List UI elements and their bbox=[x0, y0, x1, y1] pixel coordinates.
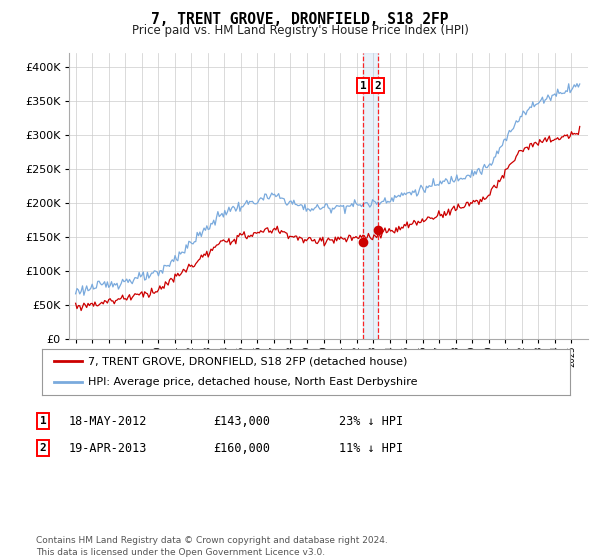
Text: 18-MAY-2012: 18-MAY-2012 bbox=[69, 414, 148, 428]
Text: 7, TRENT GROVE, DRONFIELD, S18 2FP: 7, TRENT GROVE, DRONFIELD, S18 2FP bbox=[151, 12, 449, 27]
Text: 1: 1 bbox=[40, 416, 47, 426]
Text: 2: 2 bbox=[40, 443, 47, 453]
Text: 19-APR-2013: 19-APR-2013 bbox=[69, 441, 148, 455]
Text: £160,000: £160,000 bbox=[213, 441, 270, 455]
Text: 1: 1 bbox=[359, 81, 366, 91]
Text: 23% ↓ HPI: 23% ↓ HPI bbox=[339, 414, 403, 428]
Text: 11% ↓ HPI: 11% ↓ HPI bbox=[339, 441, 403, 455]
Text: 2: 2 bbox=[375, 81, 382, 91]
Text: Contains HM Land Registry data © Crown copyright and database right 2024.
This d: Contains HM Land Registry data © Crown c… bbox=[36, 536, 388, 557]
Bar bbox=[363, 53, 378, 339]
Text: Price paid vs. HM Land Registry's House Price Index (HPI): Price paid vs. HM Land Registry's House … bbox=[131, 24, 469, 36]
Text: £143,000: £143,000 bbox=[213, 414, 270, 428]
Text: HPI: Average price, detached house, North East Derbyshire: HPI: Average price, detached house, Nort… bbox=[88, 377, 418, 388]
Text: 7, TRENT GROVE, DRONFIELD, S18 2FP (detached house): 7, TRENT GROVE, DRONFIELD, S18 2FP (deta… bbox=[88, 356, 408, 366]
